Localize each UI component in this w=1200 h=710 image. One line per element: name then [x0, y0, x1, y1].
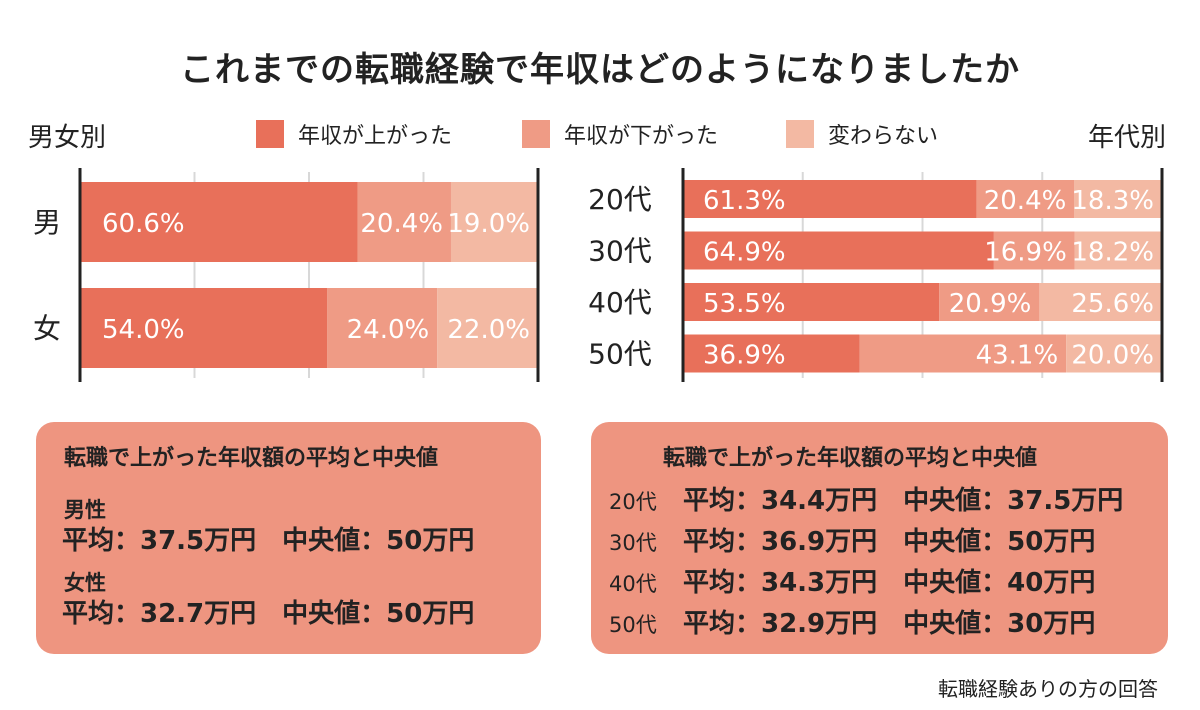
bar-segment — [450, 182, 538, 262]
data-label: 43.1% — [976, 341, 1059, 371]
group-label-female: 女性 — [64, 571, 106, 595]
panel-heading: 転職で上がった年収額の平均と中央値 — [663, 446, 1038, 471]
category-label: 40代 — [588, 286, 652, 319]
legend-label: 年収が上がった — [298, 124, 453, 149]
age-stats-row: 30代 平均：36.9万円 中央値：50万円 — [609, 521, 1095, 558]
panel-heading: 転職で上がった年収額の平均と中央値 — [64, 446, 439, 471]
data-label: 20.4% — [360, 209, 443, 239]
legend: 年収が上がった 年収が下がった 変わらない — [0, 118, 1200, 158]
footnote: 転職経験ありの方の回答 — [938, 677, 1158, 701]
legend-item-unchanged: 変わらない — [786, 118, 938, 150]
bar-segment — [1074, 231, 1162, 270]
bar-segment — [683, 283, 940, 321]
category-label: 50代 — [588, 338, 652, 371]
gender-summary-panel: 転職で上がった年収額の平均と中央値 男性 平均：37.5万円 中央値：50万円 … — [36, 422, 541, 654]
data-label: 20.0% — [1071, 341, 1154, 371]
bar-segment — [993, 231, 1075, 270]
bar-segment — [437, 288, 538, 368]
chart-title: これまでの転職経験で年収はどのようになりましたか — [180, 50, 1020, 90]
category-label: 男 — [33, 206, 61, 239]
bar-segment — [357, 182, 451, 262]
data-label: 60.6% — [102, 209, 185, 239]
age-stats: 平均：34.3万円 中央値：40万円 — [683, 568, 1096, 598]
legend-swatch — [522, 120, 550, 148]
data-label: 22.0% — [447, 315, 530, 345]
data-label: 61.3% — [703, 186, 786, 216]
bar-segment — [327, 288, 438, 368]
bar-segment — [80, 288, 328, 368]
data-label: 20.4% — [984, 186, 1067, 216]
data-label: 25.6% — [1071, 289, 1154, 319]
bar-segment — [1039, 283, 1162, 321]
legend-swatch — [786, 120, 814, 148]
age-label: 50代 — [609, 613, 657, 637]
stats-male: 平均：37.5万円 中央値：50万円 — [62, 526, 475, 556]
age-stacked-bar-chart: 61.3% 20.4% 18.3% 20代 64.9% 16.9% 18.2% 30代 53.5… — [588, 168, 1164, 382]
group-label-male: 男性 — [64, 498, 106, 522]
stats-female: 平均：32.7万円 中央値：50万円 — [62, 599, 475, 629]
age-stats-row: 20代 平均：34.4万円 中央値：37.5万円 — [609, 480, 1123, 517]
data-label: 64.9% — [703, 238, 786, 268]
gender-stacked-bar-chart: 60.6% 20.4% 19.0% 男 54.0% 24.0% 22.0% 女 — [33, 168, 540, 382]
legend-label: 年収が下がった — [564, 124, 719, 149]
legend-item-decreased: 年収が下がった — [522, 118, 718, 150]
age-label: 40代 — [609, 572, 657, 596]
data-label: 24.0% — [347, 315, 430, 345]
bar-segment — [859, 334, 1067, 373]
bar-segment — [976, 180, 1075, 218]
bar-segment — [939, 283, 1040, 321]
age-stats: 平均：32.9万円 中央値：30万円 — [683, 609, 1096, 639]
age-stats-row: 50代 平均：32.9万円 中央値：30万円 — [609, 603, 1095, 640]
legend-swatch — [256, 120, 284, 148]
data-label: 20.9% — [949, 289, 1032, 319]
gender-section-label: 男女別 — [28, 123, 107, 153]
data-label: 19.0% — [447, 209, 530, 239]
category-label: 30代 — [588, 235, 652, 268]
category-label: 20代 — [588, 183, 652, 216]
age-stats: 平均：34.4万円 中央値：37.5万円 — [683, 486, 1124, 516]
data-label: 36.9% — [703, 341, 786, 371]
age-label: 30代 — [609, 531, 657, 555]
age-stats-row: 40代 平均：34.3万円 中央値：40万円 — [609, 562, 1095, 599]
bar-segment — [1074, 180, 1162, 218]
data-label: 53.5% — [703, 289, 786, 319]
legend-item-increased: 年収が上がった — [256, 118, 452, 150]
legend-label: 変わらない — [828, 124, 939, 149]
bar-segment — [683, 180, 977, 218]
bar-segment — [683, 231, 994, 270]
data-label: 18.2% — [1071, 238, 1154, 268]
age-stats: 平均：36.9万円 中央値：50万円 — [683, 527, 1096, 557]
age-summary-panel: 転職で上がった年収額の平均と中央値 20代 平均：34.4万円 中央値：37.5万… — [591, 422, 1168, 654]
category-label: 女 — [33, 312, 61, 345]
bar-segment — [1066, 334, 1162, 373]
bar-segment — [683, 334, 860, 373]
data-label: 18.3% — [1071, 186, 1154, 216]
data-label: 54.0% — [102, 315, 185, 345]
bar-segment — [80, 182, 358, 262]
age-label: 20代 — [609, 490, 657, 514]
age-section-label: 年代別 — [1087, 123, 1166, 153]
data-label: 16.9% — [984, 238, 1067, 268]
